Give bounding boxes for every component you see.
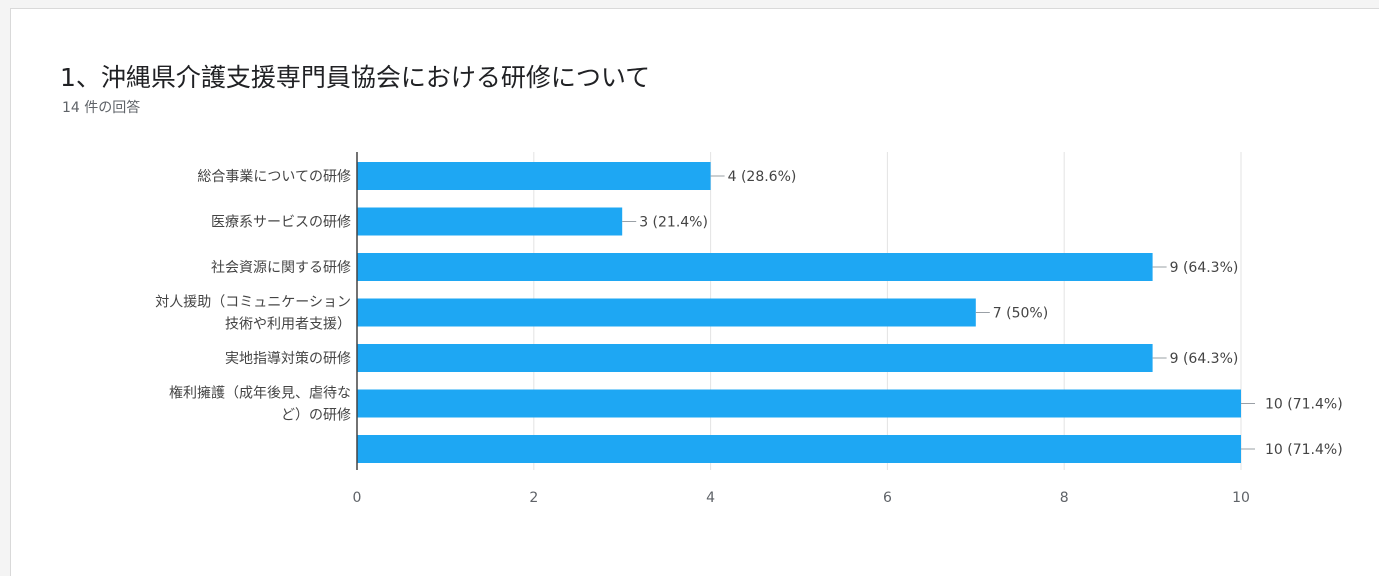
bar	[357, 435, 1241, 463]
data-label: 9 (64.3%)	[1170, 260, 1239, 276]
bar	[357, 162, 711, 190]
x-tick-label: 2	[529, 490, 538, 506]
labels: 0 2 4 6 8 10 4 (28.6%) 総合事業についての研修 3 (21.4%) 医療系サ…	[155, 169, 1342, 506]
data-label: 9 (64.3%)	[1170, 351, 1239, 367]
bars	[357, 162, 1255, 463]
response-count: 14 件の回答	[62, 100, 141, 116]
category-label: 実地指導対策の研修	[225, 350, 351, 367]
category-label: 総合事業についての研修	[197, 169, 351, 185]
bar	[357, 207, 623, 236]
data-label: 7 (50%)	[993, 306, 1048, 322]
category-label: 社会資源に関する研修	[211, 260, 351, 276]
question-title: 1、沖縄県介護支援専門員協会における研修について	[60, 63, 651, 92]
bar	[357, 389, 1241, 418]
x-tick-label: 4	[706, 490, 715, 506]
data-label: 4 (28.6%)	[728, 169, 797, 185]
category-label: ど）の研修	[281, 408, 351, 424]
data-label: 10 (71.4%)	[1265, 442, 1343, 458]
data-label: 10 (71.4%)	[1265, 397, 1343, 413]
x-tick-label: 6	[883, 490, 892, 506]
data-label: 3 (21.4%)	[639, 215, 708, 231]
x-tick-label: 8	[1060, 490, 1069, 506]
bar	[357, 253, 1153, 281]
category-label: 対人援助（コミュニケーション	[155, 295, 351, 311]
x-tick-label: 10	[1232, 490, 1250, 506]
question-card	[10, 8, 1379, 576]
x-tick-label: 0	[353, 490, 362, 506]
category-label: 技術や利用者支援）	[225, 317, 351, 333]
bar	[357, 298, 976, 327]
category-label: 医療系サービスの研修	[211, 214, 351, 231]
bar	[357, 344, 1153, 372]
category-label: 権利擁護（成年後見、虐待な	[169, 385, 351, 402]
